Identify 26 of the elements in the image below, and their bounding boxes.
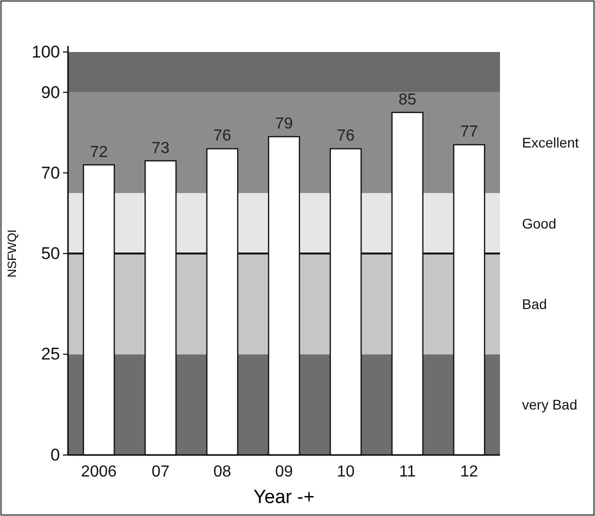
band-label: Good — [522, 215, 556, 232]
data-label: 77 — [460, 124, 478, 141]
band-label: Excellent — [522, 134, 579, 151]
y-tick-label: 25 — [41, 344, 60, 364]
y-tick-label: 100 — [32, 42, 60, 62]
y-axis-title: NSFWQI — [5, 230, 19, 278]
data-label: 79 — [275, 116, 293, 133]
x-tick-label: 07 — [152, 463, 170, 480]
x-tick-label: 10 — [336, 463, 355, 480]
x-axis-title: Year -+ — [253, 487, 315, 508]
y-tick-label: 90 — [41, 82, 60, 102]
band-label: very Bad — [522, 396, 578, 413]
data-label: 76 — [213, 128, 232, 145]
x-tick-label: 09 — [275, 463, 293, 480]
y-tick-label: 0 — [50, 445, 60, 464]
data-label: 76 — [336, 128, 355, 145]
y-tick-label: 70 — [41, 163, 60, 182]
data-label: 85 — [398, 91, 416, 108]
x-tick-label: 08 — [213, 463, 232, 480]
y-tick-label: 50 — [41, 244, 60, 263]
data-label: 73 — [152, 140, 170, 157]
x-tick-label: 12 — [460, 463, 478, 480]
band-label: Bad — [522, 296, 547, 312]
x-tick-label: 2006 — [81, 463, 117, 480]
data-label: 72 — [90, 144, 108, 161]
x-tick-label: 11 — [399, 463, 416, 480]
